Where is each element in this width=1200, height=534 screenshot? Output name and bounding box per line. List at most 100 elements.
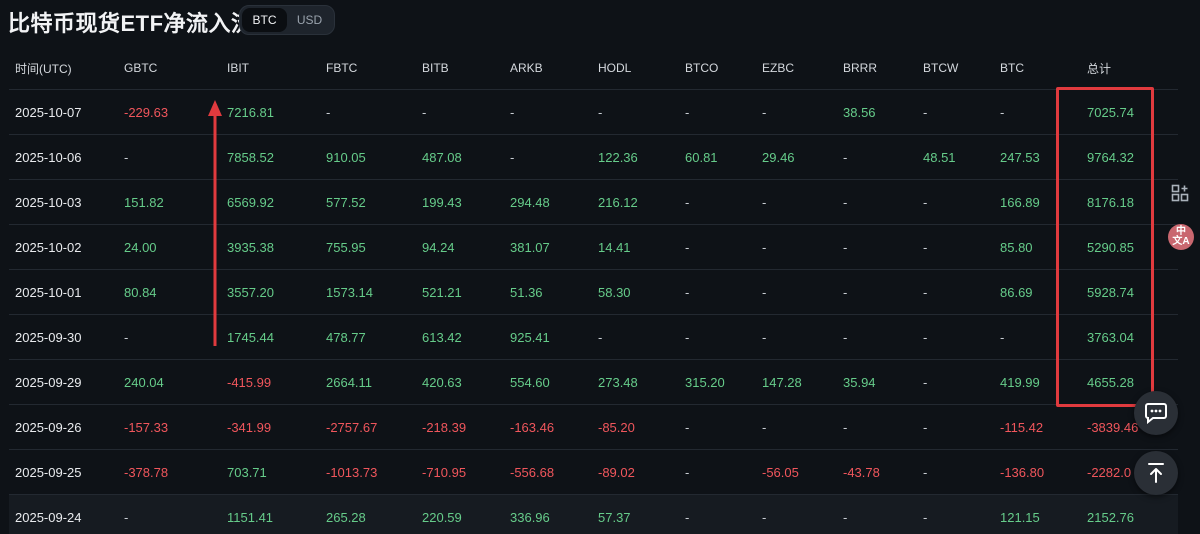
column-header-ezbc[interactable]: EZBC xyxy=(762,61,795,75)
cell-hodl: 14.41 xyxy=(598,239,631,255)
cell-btcw: - xyxy=(923,510,928,525)
cell-total: 2152.76 xyxy=(1087,510,1134,525)
cell-fbtc: - xyxy=(326,104,331,120)
cell-ezbc: - xyxy=(762,510,767,525)
column-header-hodl[interactable]: HODL xyxy=(598,61,632,75)
cell-arkb: 381.07 xyxy=(510,239,550,255)
cell-ezbc: - xyxy=(762,239,767,255)
cell-bitb: 420.63 xyxy=(422,374,462,390)
cell-ibit: 3935.38 xyxy=(227,239,274,255)
cell-btc: - xyxy=(1000,104,1005,120)
cell-gbtc: - xyxy=(124,510,129,525)
cell-ibit: 7858.52 xyxy=(227,149,274,165)
cell-arkb: 51.36 xyxy=(510,284,543,300)
cell-btc: 247.53 xyxy=(1000,149,1040,165)
cell-ezbc: 29.46 xyxy=(762,149,795,165)
cell-date: 2025-10-03 xyxy=(15,194,82,210)
cell-gbtc: - xyxy=(124,149,129,165)
page-title: 比特币现货ETF净流入流出 xyxy=(8,11,277,36)
cell-date: 2025-10-02 xyxy=(15,239,82,255)
cell-btc: 86.69 xyxy=(1000,284,1033,300)
column-header-arkb[interactable]: ARKB xyxy=(510,61,543,75)
cell-btc: -115.42 xyxy=(1000,419,1044,435)
chat-icon xyxy=(1145,403,1167,424)
cell-date: 2025-09-30 xyxy=(15,329,82,345)
cell-btco: 60.81 xyxy=(685,149,718,165)
cell-btcw: - xyxy=(923,374,928,390)
cell-brrr: 35.94 xyxy=(843,374,876,390)
cell-date: 2025-10-07 xyxy=(15,104,82,120)
cell-btco: - xyxy=(685,194,690,210)
grid-plus-icon[interactable] xyxy=(1168,181,1192,205)
column-header-gbtc[interactable]: GBTC xyxy=(124,61,158,75)
cell-ibit: 7216.81 xyxy=(227,104,274,120)
cell-total: 3763.04 xyxy=(1087,329,1134,345)
cell-ezbc: - xyxy=(762,104,767,120)
cell-brrr: - xyxy=(843,194,848,210)
column-header-btc[interactable]: BTC xyxy=(1000,61,1024,75)
cell-total: -3839.46 xyxy=(1087,419,1139,435)
cell-date: 2025-10-01 xyxy=(15,284,82,300)
column-header-ibit[interactable]: IBIT xyxy=(227,61,250,75)
cell-ibit: 6569.92 xyxy=(227,194,274,210)
chat-button[interactable] xyxy=(1134,391,1178,435)
cell-gbtc: 240.04 xyxy=(124,374,164,390)
cell-btco: - xyxy=(685,104,690,120)
cell-hodl: 216.12 xyxy=(598,194,638,210)
cell-arkb: -556.68 xyxy=(510,464,555,480)
translate-label: 中文A xyxy=(1172,226,1190,247)
column-header-btcw[interactable]: BTCW xyxy=(923,61,959,75)
translate-icon[interactable]: 中文A xyxy=(1168,224,1194,250)
cell-btcw: - xyxy=(923,104,928,120)
cell-btcw: - xyxy=(923,329,928,345)
column-header-brrr[interactable]: BRRR xyxy=(843,61,878,75)
toggle-usd[interactable]: USD xyxy=(296,13,323,27)
cell-btco: 315.20 xyxy=(685,374,725,390)
cell-total: 4655.28 xyxy=(1087,374,1134,390)
cell-bitb: 613.42 xyxy=(422,329,462,345)
cell-btcw: - xyxy=(923,419,928,435)
cell-btcw: - xyxy=(923,284,928,300)
cell-bitb: -218.39 xyxy=(422,419,467,435)
table-row: 2025-10-07 -229.63 7216.81 - - - - - - 38.56 - - 702… xyxy=(9,90,1178,135)
back-to-top-button[interactable] xyxy=(1134,451,1178,495)
table-row: 2025-09-25 -378.78 703.71 -1013.73 -710.95 -5… xyxy=(9,450,1178,495)
cell-arkb: 554.60 xyxy=(510,374,550,390)
cell-brrr: - xyxy=(843,329,848,345)
cell-fbtc: 577.52 xyxy=(326,194,366,210)
cell-ezbc: - xyxy=(762,194,767,210)
unit-toggle[interactable]: BTC USD xyxy=(239,5,335,35)
cell-hodl: -89.02 xyxy=(598,464,635,480)
cell-fbtc: 755.95 xyxy=(326,239,366,255)
cell-btc: 85.80 xyxy=(1000,239,1033,255)
cell-btcw: - xyxy=(923,194,928,210)
cell-total: 5290.85 xyxy=(1087,239,1134,255)
cell-hodl: - xyxy=(598,329,603,345)
etf-flow-table: 时间(UTC) GBTC IBIT FBTC BITB ARKB HODL BTCO EZBC B… xyxy=(9,47,1178,534)
cell-hodl: 273.48 xyxy=(598,374,638,390)
cell-bitb: - xyxy=(422,104,427,120)
cell-gbtc: 80.84 xyxy=(124,284,157,300)
cell-bitb: 487.08 xyxy=(422,149,462,165)
cell-ibit: -415.99 xyxy=(227,374,272,390)
cell-fbtc: -2757.67 xyxy=(326,419,378,435)
cell-brrr: - xyxy=(843,510,848,525)
column-header-date[interactable]: 时间(UTC) xyxy=(15,61,72,76)
column-header-fbtc[interactable]: FBTC xyxy=(326,61,358,75)
table-row: 2025-09-29 240.04 -415.99 2664.11 420.63 554.… xyxy=(9,360,1178,405)
column-header-bitb[interactable]: BITB xyxy=(422,61,449,75)
cell-gbtc: - xyxy=(124,329,129,345)
cell-bitb: 94.24 xyxy=(422,239,455,255)
toggle-btc[interactable]: BTC xyxy=(242,8,287,32)
table-row: 2025-09-24 - 1151.41 265.28 220.59 336.96 57.3… xyxy=(9,495,1178,534)
cell-ezbc: 147.28 xyxy=(762,374,802,390)
cell-btco: - xyxy=(685,239,690,255)
cell-hodl: - xyxy=(598,104,603,120)
column-header-btco[interactable]: BTCO xyxy=(685,61,719,75)
cell-fbtc: 2664.11 xyxy=(326,374,373,390)
column-header-total[interactable]: 总计 xyxy=(1087,61,1112,76)
cell-ezbc: - xyxy=(762,284,767,300)
cell-hodl: 58.30 xyxy=(598,284,631,300)
cell-fbtc: 478.77 xyxy=(326,329,366,345)
